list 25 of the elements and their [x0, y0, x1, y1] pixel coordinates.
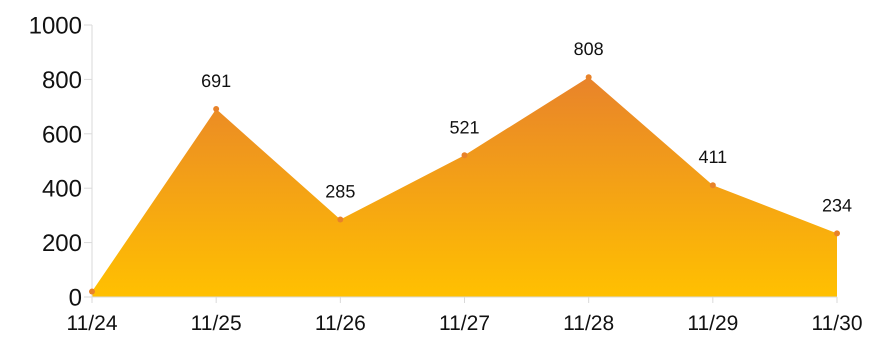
y-tick-label: 600	[42, 121, 82, 148]
y-tick-label: 800	[42, 66, 82, 94]
y-tick-label: 200	[42, 230, 82, 258]
point	[710, 182, 716, 188]
data-label: 808	[574, 39, 604, 60]
data-label: 234	[822, 195, 852, 216]
data-label: 691	[201, 71, 232, 92]
y-tick-label: 400	[42, 176, 82, 203]
x-tick-label: 11/25	[190, 312, 242, 335]
point	[337, 216, 344, 222]
data-label: 521	[449, 117, 480, 138]
x-tick-label: 11/24	[66, 312, 118, 335]
x-tick-label: 11/30	[812, 312, 862, 335]
data-label: 411	[698, 147, 728, 168]
x-tick-label: 11/27	[439, 312, 490, 335]
y-tick-label: 0	[68, 284, 82, 312]
point	[834, 230, 840, 236]
x-tick-label: 11/26	[314, 312, 366, 335]
point	[89, 288, 95, 295]
point	[462, 152, 468, 158]
y-tick-label: 1000	[28, 12, 82, 40]
x-tick-label: 11/28	[563, 312, 614, 335]
point	[213, 106, 220, 112]
x-tick-label: 11/29	[687, 312, 738, 335]
data-label: 285	[325, 181, 356, 202]
